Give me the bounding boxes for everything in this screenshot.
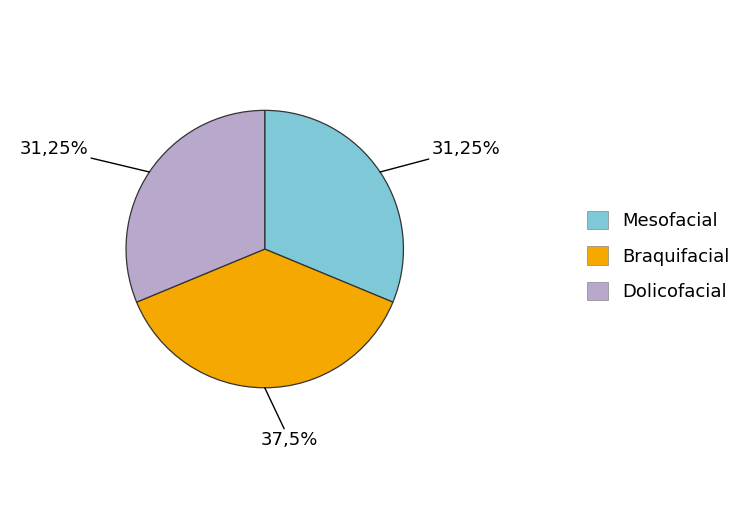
- Wedge shape: [126, 111, 265, 302]
- Text: 37,5%: 37,5%: [261, 388, 319, 450]
- Legend: Mesofacial, Braquifacial, Dolicofacial: Mesofacial, Braquifacial, Dolicofacial: [578, 202, 739, 310]
- Wedge shape: [136, 249, 393, 388]
- Text: 31,25%: 31,25%: [20, 140, 149, 172]
- Wedge shape: [265, 111, 404, 302]
- Text: 31,25%: 31,25%: [380, 140, 500, 172]
